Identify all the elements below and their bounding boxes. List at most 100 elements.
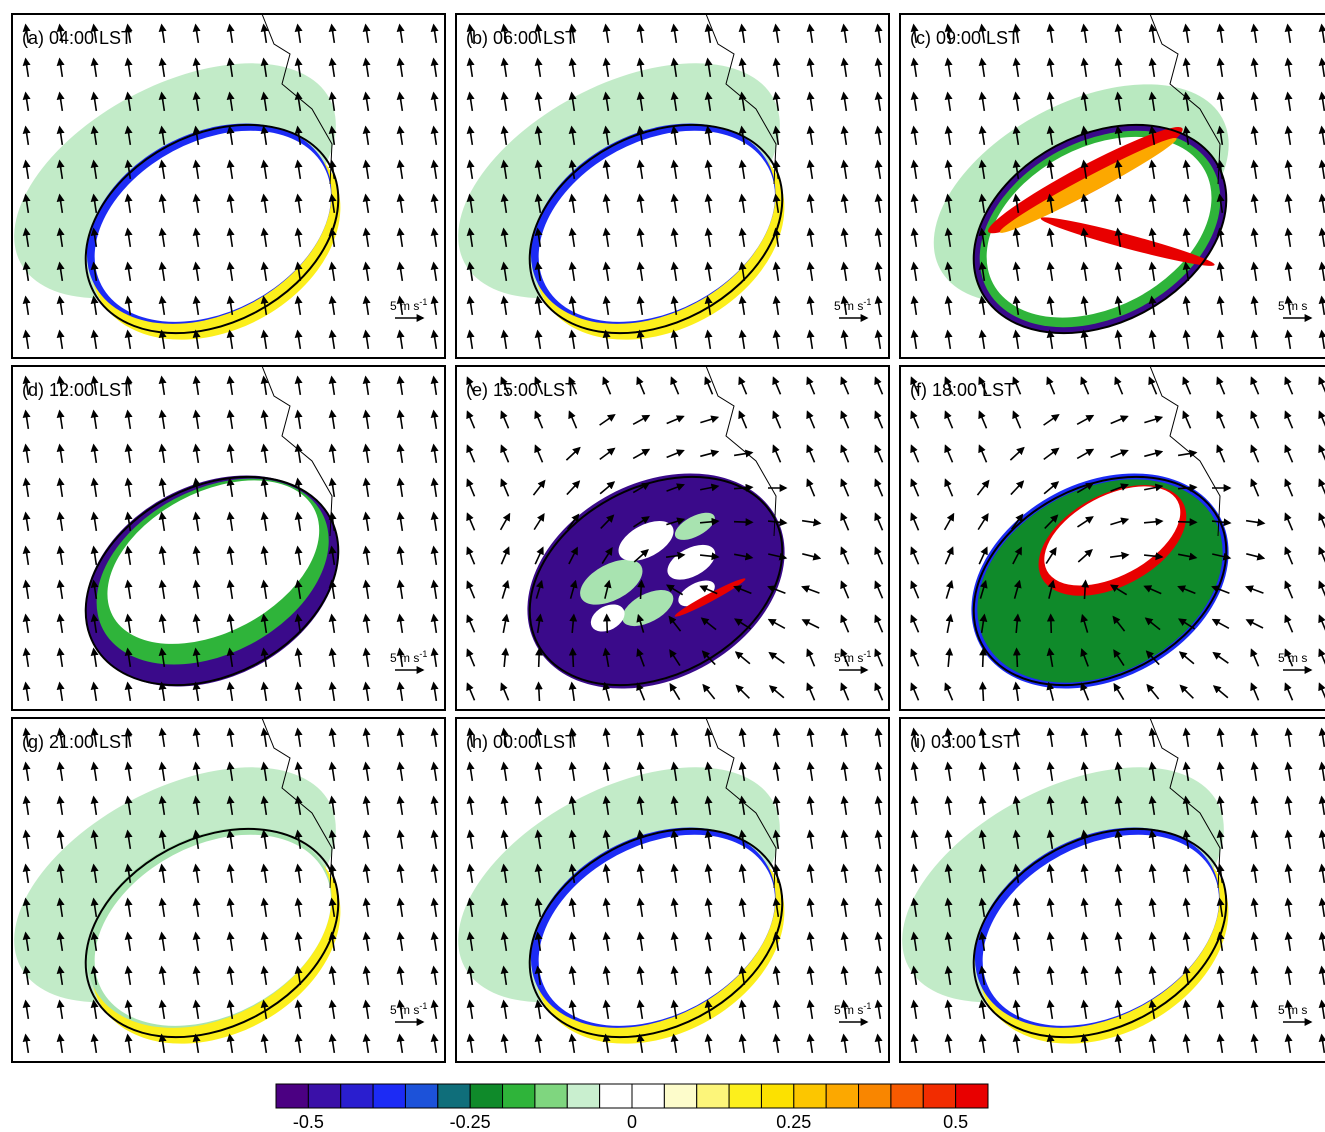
wind-arrow	[945, 579, 954, 599]
wind-arrow	[430, 863, 439, 884]
wind-arrow	[500, 682, 510, 701]
wind-arrow	[1114, 329, 1123, 350]
wind-arrow	[500, 23, 509, 44]
wind-arrow	[430, 727, 439, 748]
wind-arrow	[192, 295, 201, 316]
wind-arrow	[1284, 546, 1294, 565]
wind-arrow	[602, 931, 611, 952]
wind-arrow	[568, 761, 577, 782]
wind-arrow	[944, 159, 953, 180]
wind-arrow	[1318, 580, 1325, 597]
wind-arrow	[90, 511, 99, 532]
wind-arrow	[601, 547, 613, 565]
shading-blob	[618, 521, 674, 561]
wind-arrow	[362, 57, 371, 78]
wind-arrow	[362, 511, 371, 532]
wind-arrow	[500, 863, 509, 884]
wind-arrow	[1318, 295, 1325, 316]
wind-arrow	[90, 159, 99, 180]
wind-arrow	[226, 91, 235, 112]
wind-arrow	[158, 545, 167, 566]
wind-arrow	[1012, 159, 1021, 180]
wind-arrow	[534, 57, 543, 78]
wind-arrow	[806, 727, 815, 748]
wind-arrow	[22, 579, 31, 600]
wind-arrow	[1113, 649, 1125, 666]
wind-arrow	[738, 795, 747, 816]
wind-arrow	[1046, 91, 1055, 112]
wind-arrow	[56, 443, 65, 464]
wind-arrow	[226, 795, 235, 816]
wind-arrow	[874, 648, 884, 667]
wind-arrow	[56, 829, 65, 850]
wind-arrow	[978, 159, 987, 180]
wind-arrow	[90, 931, 99, 952]
wind-arrow	[158, 795, 167, 816]
wind-arrow	[124, 443, 133, 464]
wind-arrow	[328, 897, 337, 918]
wind-arrow	[874, 614, 884, 633]
scale-label: 5 m s	[1278, 1003, 1307, 1017]
wind-arrow	[124, 613, 133, 634]
wind-arrow	[466, 648, 476, 667]
wind-arrow	[1114, 261, 1123, 282]
wind-arrow	[466, 329, 475, 350]
wind-arrow	[772, 829, 781, 850]
wind-arrow	[294, 545, 303, 566]
wind-arrow	[430, 91, 439, 112]
wind-arrow	[500, 376, 510, 395]
wind-arrow	[1009, 446, 1025, 461]
wind-arrow	[430, 965, 439, 986]
wind-arrow	[260, 829, 269, 850]
wind-arrow	[874, 999, 883, 1020]
wind-arrow	[670, 193, 679, 214]
wind-arrow	[670, 727, 679, 748]
wind-arrow	[430, 999, 439, 1020]
wind-arrow	[500, 57, 509, 78]
wind-arrow	[158, 511, 167, 532]
wind-arrow	[192, 477, 201, 498]
wind-arrow	[602, 965, 611, 986]
panel-frame	[899, 365, 1325, 711]
wind-arrow	[90, 91, 99, 112]
wind-arrow	[636, 159, 645, 180]
wind-arrow	[22, 329, 31, 350]
wind-arrow	[1013, 579, 1022, 599]
wind-arrow	[500, 227, 509, 248]
wind-arrow	[636, 57, 645, 78]
wind-arrow	[665, 584, 684, 596]
wind-arrow	[534, 931, 543, 952]
wind-arrow	[910, 727, 919, 748]
wind-arrow	[665, 551, 686, 560]
wind-arrow	[466, 512, 476, 531]
wind-arrow	[294, 511, 303, 532]
wind-arrow	[466, 614, 476, 633]
colorbar-swatch	[404, 1083, 439, 1109]
shading-interior	[1044, 486, 1181, 586]
wind-arrow	[699, 517, 720, 526]
wind-arrow	[90, 409, 99, 430]
wind-arrow	[1211, 585, 1230, 594]
wind-arrow	[772, 261, 781, 282]
panel-d: (d) 12:00 LST 5 m s-1	[11, 365, 446, 711]
wind-arrow	[1284, 227, 1293, 248]
shading-orange-band	[999, 137, 1177, 233]
wind-arrow	[874, 125, 883, 146]
wind-arrow	[1148, 376, 1158, 395]
panel-title: (h) 00:00 LST	[466, 732, 576, 752]
wind-arrow	[840, 478, 850, 497]
wind-arrow	[260, 965, 269, 986]
wind-arrow	[56, 511, 65, 532]
wind-arrow	[802, 552, 822, 561]
wind-arrow	[22, 613, 31, 634]
wind-arrow	[602, 125, 611, 146]
wind-arrow	[699, 585, 718, 595]
panel-title: (c) 09:00 LST	[910, 28, 1019, 48]
wind-arrow	[396, 409, 405, 430]
wind-arrow	[1182, 410, 1192, 429]
wind-vectors	[910, 727, 1325, 1054]
shading-interior	[94, 834, 332, 1026]
wind-arrow	[192, 511, 201, 532]
wind-arrow	[466, 727, 475, 748]
wind-arrow	[466, 999, 475, 1020]
